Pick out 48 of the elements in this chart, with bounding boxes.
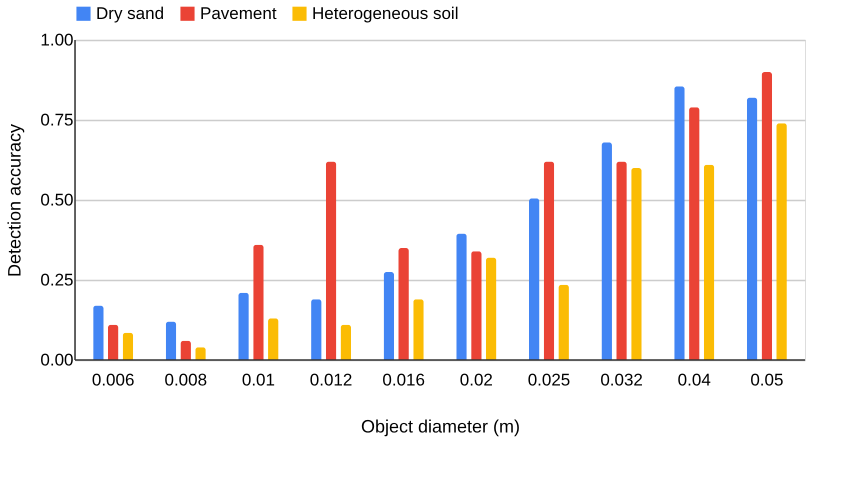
x-tick-label: 0.032 <box>600 370 643 390</box>
bar <box>746 98 758 360</box>
bar <box>471 251 482 360</box>
bar <box>762 72 772 360</box>
bar <box>486 258 496 360</box>
y-tick-label: 0.00 <box>40 350 74 370</box>
bar <box>238 292 249 360</box>
x-axis-title: Object diameter (m) <box>360 416 520 436</box>
y-tick-label: 0.50 <box>40 190 74 210</box>
x-tick-label: 0.04 <box>678 370 711 390</box>
x-tick-label: 0.016 <box>382 370 425 390</box>
x-tick-label: 0.025 <box>528 370 570 390</box>
bar <box>384 272 394 360</box>
legend-label: Dry sand <box>96 4 164 23</box>
x-tick-label: 0.012 <box>310 370 352 390</box>
bar <box>558 284 569 360</box>
bar <box>689 107 700 360</box>
bar <box>413 299 424 360</box>
bar <box>253 244 264 360</box>
bar <box>631 168 642 360</box>
y-tick-label: 1.00 <box>40 30 74 50</box>
x-tick-label: 0.05 <box>750 370 784 390</box>
bar <box>326 162 336 360</box>
legend-label: Heterogeneous soil <box>312 4 458 23</box>
bar <box>704 164 714 360</box>
bar <box>456 234 467 360</box>
x-tick-label: 0.006 <box>92 370 134 390</box>
bar <box>108 324 118 360</box>
bar <box>268 318 278 360</box>
bar <box>544 162 554 360</box>
bar <box>93 306 104 360</box>
bar <box>528 198 540 360</box>
legend-label: Pavement <box>200 4 277 23</box>
bar <box>674 86 685 360</box>
y-tick-label: 0.25 <box>40 270 74 290</box>
bar <box>398 248 409 360</box>
y-tick-label: 0.75 <box>40 110 74 130</box>
x-tick-label: 0.01 <box>242 370 275 390</box>
bar <box>340 324 352 360</box>
bar <box>311 299 322 360</box>
y-axis-title: Detection accuracy <box>4 124 24 278</box>
bar <box>122 332 134 360</box>
x-tick-label: 0.02 <box>460 370 493 390</box>
bar <box>166 322 176 360</box>
x-tick-label: 0.008 <box>164 370 208 390</box>
bar <box>776 123 787 360</box>
bar <box>616 162 627 360</box>
bar <box>602 142 612 360</box>
